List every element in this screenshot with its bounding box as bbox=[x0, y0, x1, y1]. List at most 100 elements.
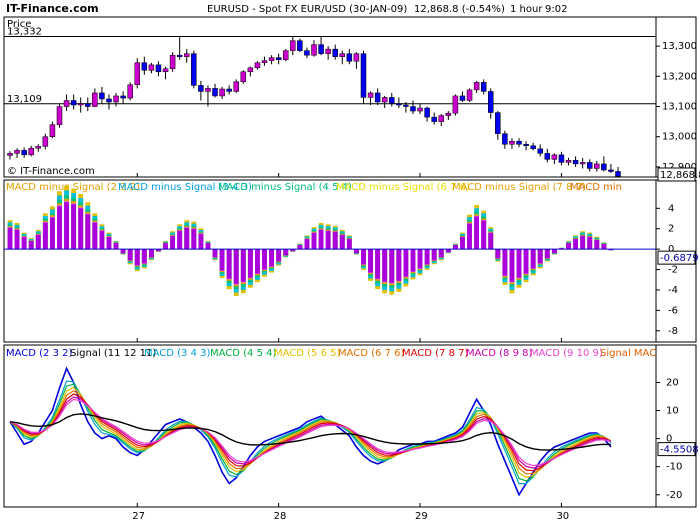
hist-bar bbox=[71, 204, 77, 250]
hist-bar bbox=[580, 235, 586, 250]
candle-body bbox=[572, 160, 579, 165]
hist-bar bbox=[134, 249, 140, 266]
candle-body bbox=[480, 82, 487, 92]
candle-body bbox=[134, 62, 141, 86]
x-axis: 27 28 29 30 bbox=[132, 173, 569, 522]
macd-series-line bbox=[9, 398, 612, 467]
candle-body bbox=[261, 60, 268, 63]
hist-legend-entry: MACD minus Signal (6 7 6) bbox=[336, 182, 470, 193]
hist-bar bbox=[566, 243, 571, 250]
hist-bar bbox=[587, 236, 593, 250]
candle-body bbox=[7, 153, 13, 156]
candle-body bbox=[28, 147, 34, 156]
candle-body bbox=[191, 53, 197, 86]
candle-body bbox=[495, 112, 501, 134]
candle-body bbox=[452, 95, 459, 114]
hist-legend-entry: MACD minus Signal (4 5 4) bbox=[218, 182, 352, 193]
candle-body bbox=[438, 115, 445, 122]
candle-body bbox=[183, 53, 190, 57]
candle-body bbox=[85, 103, 91, 107]
hist-bar bbox=[120, 249, 126, 254]
x-tick-label: 29 bbox=[415, 511, 428, 522]
hist-bar bbox=[417, 249, 423, 269]
macd-legend-entry: MACD (5 6 5) bbox=[274, 348, 341, 359]
hist-bar bbox=[544, 249, 550, 259]
hist-bar bbox=[304, 238, 310, 250]
candle-body bbox=[537, 148, 543, 154]
hist-bar bbox=[594, 239, 600, 250]
macd-series-line bbox=[9, 413, 611, 451]
macd-legend-entry: MACD (9 10 9) bbox=[530, 348, 603, 359]
candle-body bbox=[502, 133, 508, 145]
macd-ytick-label: 0 bbox=[666, 434, 672, 445]
hist-bar bbox=[431, 249, 437, 261]
hist-bar bbox=[92, 222, 98, 250]
candle-body bbox=[99, 92, 105, 100]
macd-series-line bbox=[9, 396, 612, 469]
candle-body bbox=[601, 163, 607, 171]
candle-body bbox=[445, 112, 452, 116]
last-price-change: 12,868.8 (-0.54%) bbox=[414, 4, 505, 15]
price-panel-title: Price bbox=[7, 19, 31, 30]
hist-bar bbox=[573, 238, 578, 250]
candle-body bbox=[254, 62, 261, 69]
candle-body bbox=[268, 57, 275, 61]
hist-panel-frame bbox=[3, 179, 657, 343]
macd-last-value-box bbox=[657, 442, 696, 457]
candle-body bbox=[551, 154, 558, 160]
hist-bar bbox=[452, 245, 458, 250]
hist-bar bbox=[311, 232, 317, 250]
hist-ytick-label: 2 bbox=[668, 224, 674, 235]
candle-body bbox=[49, 124, 56, 137]
hist-bar bbox=[509, 249, 515, 282]
price-reference-label: 13,109 bbox=[7, 94, 42, 105]
hist-bar bbox=[410, 249, 416, 272]
x-tick-label: 30 bbox=[556, 511, 569, 522]
candle-body bbox=[162, 68, 169, 73]
candle-body bbox=[92, 92, 98, 107]
hist-bar bbox=[205, 243, 211, 250]
macd-series-line bbox=[9, 386, 612, 479]
hist-legend-entry: MACD min bbox=[570, 182, 622, 193]
hist-bar bbox=[354, 249, 359, 254]
hist-ytick-label: -6 bbox=[668, 305, 678, 316]
candle-body bbox=[141, 62, 148, 71]
macd-lines-panel: MACD (2 3 2)Signal (11 12 11)MACD (3 4 3… bbox=[6, 348, 699, 501]
hist-legend-entry: MACD minus Signal (7 8 7) bbox=[452, 182, 586, 193]
hist-bar bbox=[42, 222, 48, 250]
candle-body bbox=[615, 171, 621, 177]
hist-bar bbox=[608, 249, 614, 251]
hist-bar bbox=[297, 245, 303, 250]
macd-series-line bbox=[9, 366, 612, 497]
hist-bar bbox=[551, 249, 557, 254]
candle-body bbox=[14, 150, 20, 154]
hist-bar bbox=[35, 234, 41, 250]
candle-body bbox=[424, 107, 430, 118]
candle-body bbox=[169, 54, 176, 70]
candle-body bbox=[332, 48, 338, 57]
macd-axis-frame bbox=[655, 344, 697, 508]
hist-bar bbox=[368, 249, 373, 273]
hist-bar bbox=[283, 249, 289, 256]
hist-bar bbox=[389, 249, 395, 283]
hist-bar bbox=[113, 243, 119, 250]
candle-body bbox=[374, 92, 381, 103]
candle-body bbox=[219, 88, 225, 97]
candle-body bbox=[473, 82, 480, 91]
candle-body bbox=[403, 104, 409, 107]
hist-bar bbox=[339, 234, 345, 250]
macd-legend-entry: MACD (8 9 8) bbox=[466, 348, 533, 359]
macd-series-line bbox=[9, 383, 612, 482]
candle-body bbox=[176, 54, 183, 57]
candle-body bbox=[77, 103, 84, 106]
candle-body bbox=[127, 84, 133, 99]
macd-legend-entry: MACD (6 7 6) bbox=[338, 348, 405, 359]
macd-legend-entry: MACD (3 4 3) bbox=[144, 348, 211, 359]
candle-body bbox=[530, 145, 536, 150]
hist-bar bbox=[64, 202, 69, 250]
candle-body bbox=[282, 50, 289, 60]
candle-body bbox=[148, 64, 155, 71]
candle-body bbox=[318, 44, 324, 54]
hist-bar bbox=[276, 249, 282, 262]
